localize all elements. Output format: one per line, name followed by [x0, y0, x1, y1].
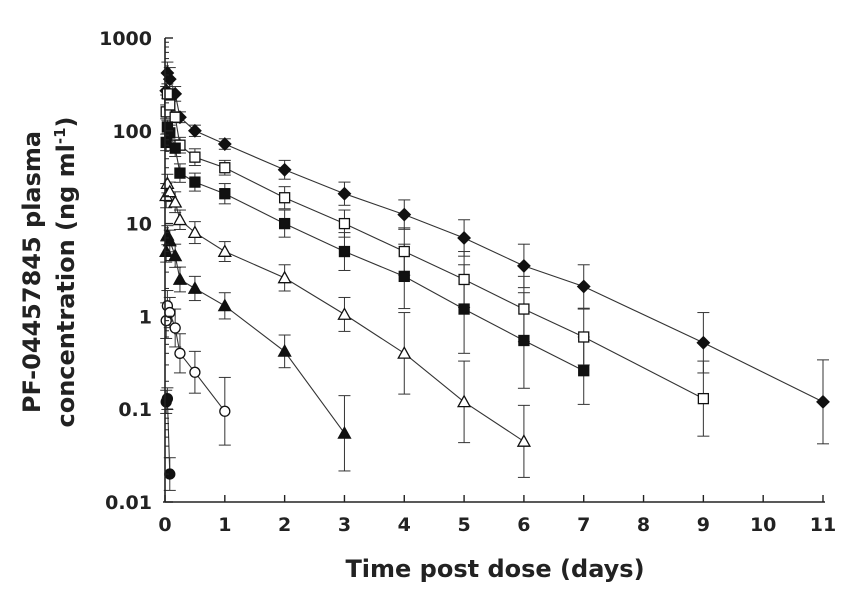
- x-axis-title: Time post dose (days): [345, 555, 644, 583]
- data-point-open-triangle: [337, 307, 352, 320]
- y-tick-group: 0.01 0.1 1 10 100 1000: [99, 28, 173, 514]
- x-tick-label: 3: [338, 514, 351, 536]
- data-point-open-square: [398, 245, 410, 258]
- data-point-filled-triangle: [159, 244, 174, 257]
- data-point-open-square: [578, 331, 590, 343]
- y-axis-title-superscript: -1: [51, 127, 69, 144]
- series-line-filled-diamond: [165, 72, 824, 403]
- y-axis-title-line2: concentration (ng ml-1): [51, 117, 80, 428]
- data-point-open-square: [189, 151, 201, 163]
- y-axis-title-line1: PF-04457845 plasma: [18, 131, 46, 413]
- series-line-group: [165, 72, 824, 475]
- data-point-open-circle: [169, 322, 181, 334]
- data-point-open-square: [338, 217, 351, 230]
- data-marker-group: [159, 66, 830, 480]
- data-point-filled-square: [219, 188, 231, 200]
- data-point-filled-diamond: [337, 186, 352, 201]
- x-tick-label: 8: [637, 514, 650, 536]
- data-point-open-square: [278, 192, 291, 204]
- x-tick-label: 2: [278, 514, 291, 536]
- data-point-filled-diamond: [576, 279, 591, 294]
- x-tick-label: 6: [517, 514, 530, 536]
- data-point-filled-triangle: [162, 233, 177, 247]
- data-point-open-square: [219, 162, 231, 174]
- data-point-filled-triangle: [337, 425, 352, 439]
- y-tick-label: 10: [126, 214, 152, 236]
- data-point-open-triangle: [162, 184, 177, 198]
- data-point-filled-diamond: [397, 207, 412, 222]
- data-point-filled-diamond: [277, 162, 292, 177]
- data-point-filled-triangle: [172, 272, 188, 285]
- data-point-open-square: [518, 303, 530, 315]
- data-point-filled-square: [398, 270, 410, 283]
- y-tick-label: 1: [139, 306, 152, 328]
- data-point-open-triangle: [217, 244, 232, 257]
- data-point-filled-diamond: [187, 123, 202, 138]
- data-point-open-triangle: [277, 270, 292, 284]
- data-point-open-circle: [174, 347, 186, 359]
- series-line-open-square: [165, 93, 704, 400]
- x-tick-label: 1: [218, 514, 231, 536]
- x-tick-label: 11: [810, 514, 836, 536]
- x-tick-label: 0: [158, 514, 171, 536]
- data-point-open-triangle: [168, 194, 183, 208]
- x-tick-label: 10: [750, 514, 776, 536]
- data-point-open-square: [458, 273, 470, 286]
- y-axis-title: PF-04457845 plasma concentration (ng ml-…: [18, 117, 80, 428]
- x-tick-label: 4: [398, 514, 411, 536]
- y-axis-title-close: ): [52, 117, 80, 128]
- data-point-filled-triangle: [277, 344, 292, 357]
- data-point-open-triangle: [187, 225, 203, 239]
- data-point-filled-diamond: [816, 394, 830, 409]
- data-point-open-circle: [219, 405, 231, 417]
- data-point-filled-square: [458, 303, 470, 315]
- data-point-open-square: [697, 392, 710, 405]
- data-point-filled-triangle: [187, 281, 203, 294]
- error-bar-group: [160, 61, 829, 491]
- data-point-filled-diamond: [217, 137, 232, 151]
- data-point-filled-diamond: [696, 335, 711, 350]
- data-point-filled-square: [578, 365, 590, 377]
- data-point-open-triangle: [456, 394, 472, 408]
- data-point-open-square: [169, 111, 181, 123]
- data-point-filled-square: [169, 142, 181, 154]
- y-axis-title-unit: concentration (ng ml: [52, 144, 80, 427]
- data-point-filled-square: [174, 167, 186, 179]
- x-tick-label: 9: [697, 514, 710, 536]
- data-point-open-square: [164, 99, 176, 111]
- data-point-filled-triangle: [217, 298, 232, 312]
- data-point-open-triangle: [516, 434, 532, 447]
- data-point-open-triangle: [172, 212, 188, 226]
- data-point-filled-triangle: [168, 248, 183, 262]
- data-point-filled-diamond: [516, 258, 531, 273]
- data-point-filled-square: [164, 127, 176, 139]
- y-tick-label: 100: [112, 121, 152, 143]
- data-point-filled-square: [518, 334, 530, 347]
- x-tick-label: 5: [457, 514, 470, 536]
- data-point-open-square: [161, 88, 174, 100]
- data-point-filled-square: [278, 217, 291, 230]
- y-tick-label: 0.01: [105, 492, 152, 514]
- data-point-filled-diamond: [457, 231, 472, 245]
- y-tick-label: 0.1: [118, 399, 152, 421]
- data-point-filled-square: [338, 245, 351, 258]
- data-point-open-circle: [189, 366, 201, 378]
- data-point-filled-square: [189, 176, 201, 188]
- axes-group: [163, 38, 825, 503]
- x-tick-group: 0 1 2 3 4 5 6 7 8 9 10 11: [158, 495, 836, 536]
- data-point-open-triangle: [397, 345, 412, 359]
- x-tick-label: 7: [577, 514, 590, 536]
- data-point-filled-circle: [161, 392, 174, 405]
- y-tick-label: 1000: [99, 28, 152, 50]
